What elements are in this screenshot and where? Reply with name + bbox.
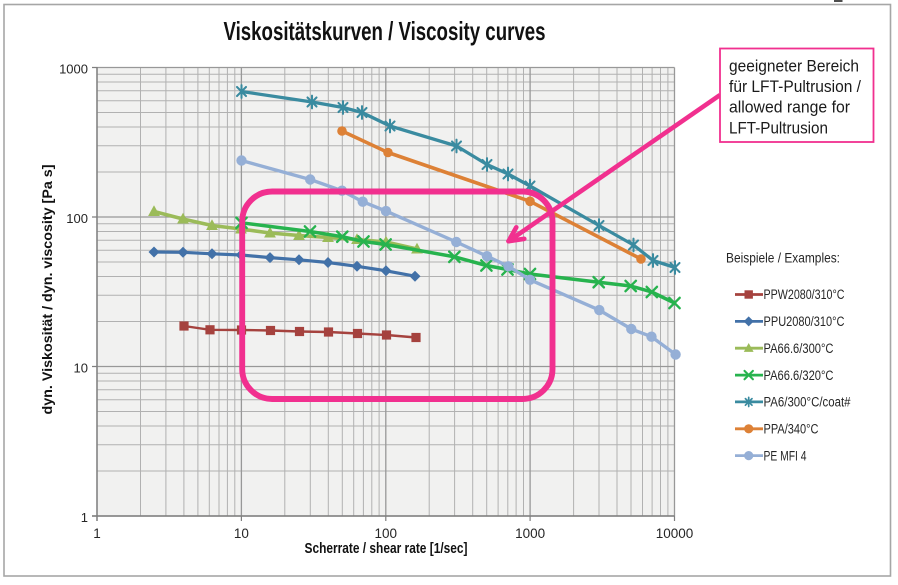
svg-text:allowed range for: allowed range for: [729, 98, 850, 117]
svg-text:1000: 1000: [515, 526, 545, 541]
svg-text:PA66.6/320°C: PA66.6/320°C: [764, 368, 834, 383]
svg-text:PPA/340°C: PPA/340°C: [764, 421, 819, 436]
svg-text:10: 10: [74, 361, 88, 376]
svg-text:PPW2080/310°C: PPW2080/310°C: [764, 287, 845, 302]
svg-text:10000: 10000: [656, 526, 694, 541]
svg-text:100: 100: [66, 211, 88, 226]
svg-text:1000: 1000: [59, 62, 88, 77]
svg-text:1: 1: [81, 510, 88, 525]
svg-text:PA66.6/300°C: PA66.6/300°C: [764, 341, 834, 356]
svg-text:LFT-Pultrusion: LFT-Pultrusion: [729, 118, 828, 137]
svg-text:Viskositätskurven / Viscosity: Viskositätskurven / Viscosity curves: [224, 16, 546, 46]
svg-text:1: 1: [93, 526, 101, 541]
svg-text:PE MFI 4: PE MFI 4: [764, 448, 807, 463]
svg-text:geeigneter Bereich: geeigneter Bereich: [729, 57, 859, 76]
svg-text:10: 10: [234, 526, 249, 541]
svg-text:Beispiele / Examples:: Beispiele / Examples:: [726, 250, 840, 266]
svg-text:100: 100: [374, 526, 397, 541]
svg-text:dyn. Viskosität / dyn. viscosi: dyn. Viskosität / dyn. viscosity [Pa s]: [39, 164, 55, 414]
svg-text:für LFT-Pultrusion /: für LFT-Pultrusion /: [729, 77, 861, 96]
svg-text:Scherrate / shear rate [1/sec]: Scherrate / shear rate [1/sec]: [305, 541, 468, 557]
svg-text:PPU2080/310°C: PPU2080/310°C: [764, 314, 845, 329]
svg-text:PA6/300°C/coat#: PA6/300°C/coat#: [764, 395, 851, 410]
